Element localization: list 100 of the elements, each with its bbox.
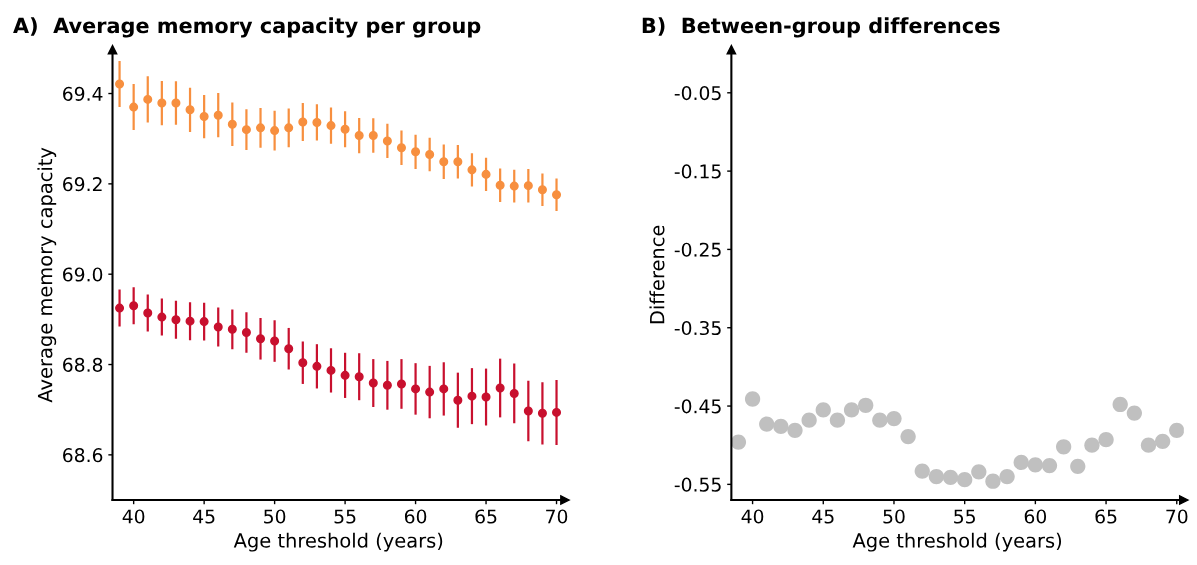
point (801, 412, 817, 428)
point (942, 469, 959, 485)
chart-title: B) Between-group differences (642, 17, 1000, 38)
point (985, 473, 1001, 489)
point (312, 361, 322, 371)
x-tick-label: 55 (334, 509, 356, 524)
point (1140, 437, 1157, 453)
point (298, 358, 308, 368)
point (284, 344, 294, 354)
x-tick-label: 50 (264, 509, 286, 524)
point (368, 131, 378, 141)
point (326, 365, 336, 375)
point (1084, 437, 1100, 453)
x-tick-label: 70 (1166, 509, 1188, 524)
x-axis-title: Age threshold (years) (233, 532, 443, 552)
point (829, 412, 846, 428)
x-tick-label: 70 (546, 509, 568, 524)
point (368, 378, 378, 388)
point (467, 391, 477, 401)
x-tick-label: 45 (812, 509, 834, 524)
point (971, 464, 987, 480)
point (999, 468, 1015, 485)
point (411, 147, 421, 157)
point (1098, 432, 1114, 448)
point (227, 119, 237, 129)
point (495, 383, 505, 393)
point (453, 395, 463, 405)
y-tick-label: -0.45 (674, 399, 721, 414)
y-tick-label: -0.05 (674, 86, 721, 101)
point (396, 143, 406, 153)
x-tick-label: 60 (1024, 509, 1047, 524)
point (270, 126, 280, 136)
point (787, 422, 803, 438)
y-tick-label: 69.4 (63, 86, 103, 101)
point (143, 308, 153, 318)
y-tick-label: -0.35 (674, 320, 721, 336)
point (453, 157, 463, 167)
point (256, 334, 266, 344)
y-tick-label: -0.55 (674, 477, 721, 492)
y-tick-label: 68.8 (63, 357, 103, 372)
point (129, 301, 139, 311)
point (199, 112, 209, 122)
point (213, 110, 223, 120)
point (115, 79, 125, 89)
point (1169, 422, 1184, 438)
y-tick-label: 69.0 (63, 267, 103, 282)
point (1027, 457, 1044, 473)
point (227, 324, 237, 334)
point (411, 384, 421, 394)
point (284, 123, 294, 133)
point (1013, 454, 1029, 471)
x-tick-label: 65 (475, 509, 497, 524)
point (326, 121, 336, 131)
y-tick-label: -0.15 (674, 164, 721, 179)
point (115, 303, 125, 313)
point (354, 131, 364, 141)
point (270, 336, 280, 346)
point (523, 181, 533, 191)
point (396, 379, 406, 389)
point (185, 105, 195, 115)
x-tick-label: 45 (193, 509, 215, 524)
point (241, 125, 251, 135)
point (157, 312, 167, 322)
point (886, 410, 902, 427)
point (439, 157, 449, 167)
point (143, 94, 153, 104)
point (312, 117, 322, 127)
point (382, 136, 392, 146)
point (425, 149, 435, 160)
point (354, 372, 364, 382)
point (157, 98, 167, 108)
x-tick-label: 40 (741, 509, 764, 524)
point (552, 190, 562, 200)
point (744, 391, 761, 407)
point (900, 428, 916, 445)
y-tick-label: 68.6 (63, 448, 103, 463)
point (298, 117, 308, 127)
point (213, 322, 223, 332)
point (340, 124, 350, 134)
point (199, 317, 209, 327)
y-axis-title: Average memory capacity (37, 147, 57, 403)
point (382, 380, 392, 390)
point (773, 418, 789, 435)
point (256, 123, 266, 133)
y-tick-label: -0.25 (674, 242, 721, 257)
x-tick-label: 60 (404, 509, 427, 524)
point (731, 434, 747, 450)
point (171, 98, 181, 108)
point (523, 406, 533, 416)
point (481, 169, 491, 179)
point (537, 408, 547, 418)
point (872, 412, 888, 428)
point (1112, 396, 1128, 413)
point (439, 384, 449, 394)
point (1126, 405, 1142, 421)
point (340, 370, 350, 380)
point (185, 316, 195, 326)
point (509, 388, 519, 398)
x-axis-title: Age threshold (years) (852, 532, 1062, 552)
point (171, 315, 181, 325)
